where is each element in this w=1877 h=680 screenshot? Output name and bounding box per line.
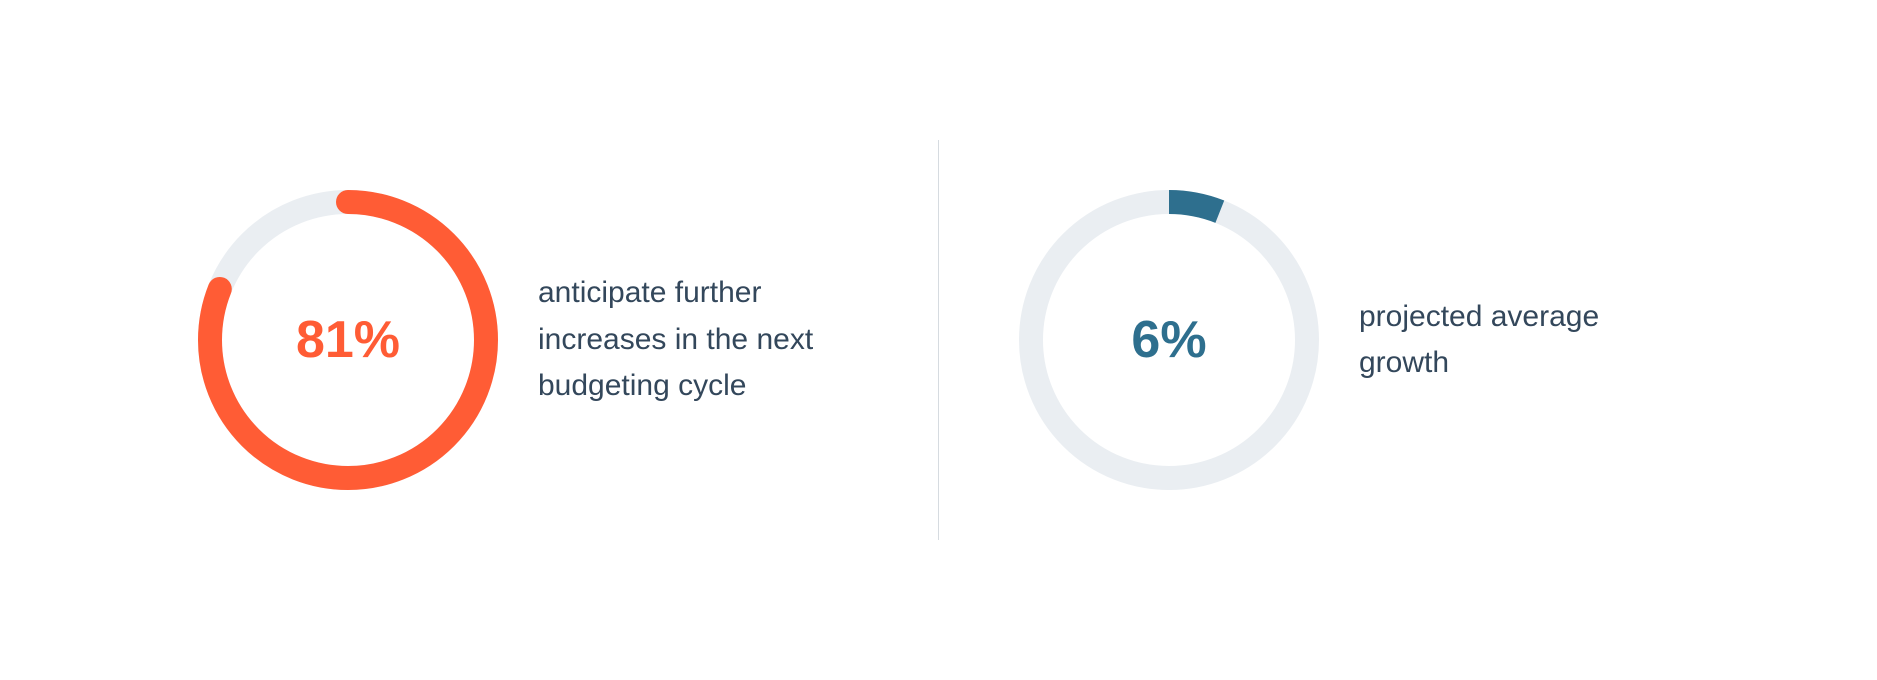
right-panel: 6% projected average growth <box>939 190 1759 490</box>
left-panel: 81% anticipate further increases in the … <box>118 190 938 490</box>
infographic-container: 81% anticipate further increases in the … <box>0 0 1877 680</box>
left-donut-value: 81% <box>198 190 498 490</box>
right-donut-chart: 6% <box>1019 190 1319 490</box>
right-description: projected average growth <box>1359 294 1679 387</box>
left-donut-chart: 81% <box>198 190 498 490</box>
left-description: anticipate further increases in the next… <box>538 270 858 410</box>
right-donut-value: 6% <box>1019 190 1319 490</box>
